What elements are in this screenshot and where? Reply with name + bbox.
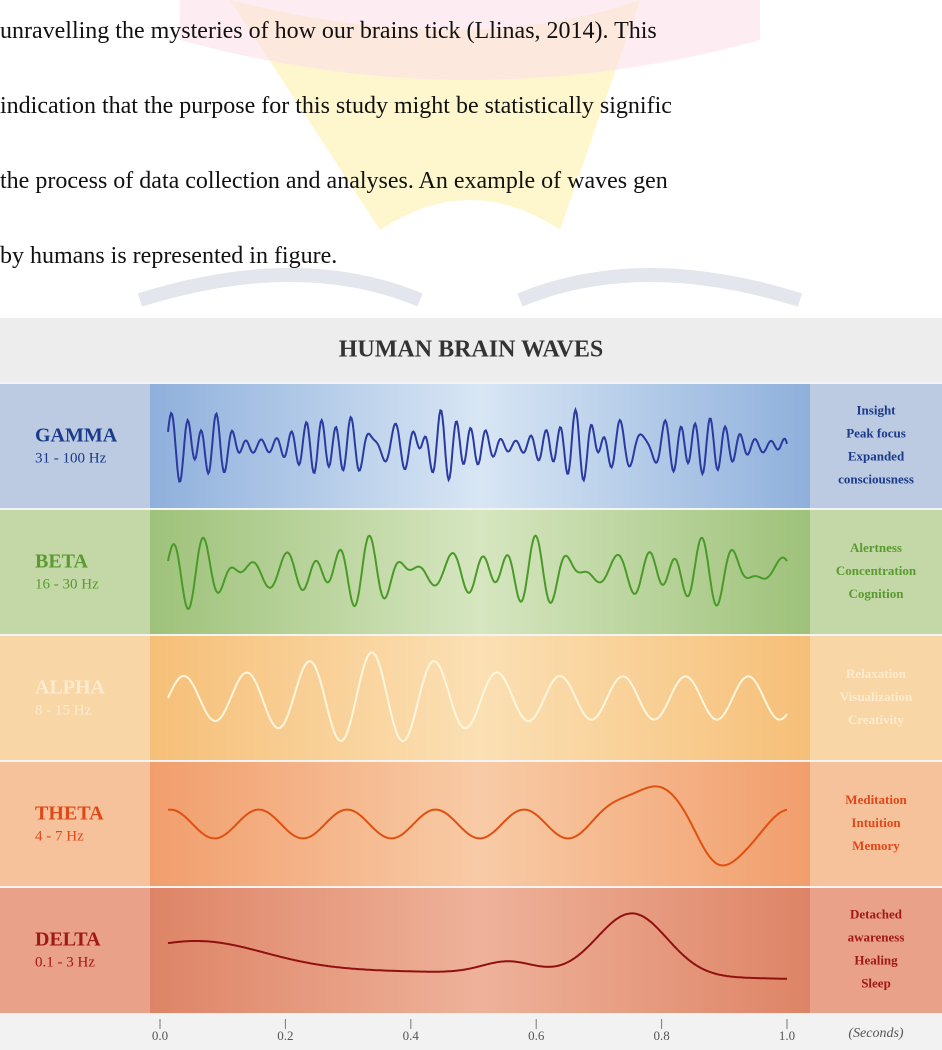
text-line: the process of data collection and analy…	[0, 168, 668, 194]
band-label-bg	[0, 887, 150, 1013]
band-effect-bg	[810, 509, 942, 635]
band-name: BETA	[35, 551, 89, 573]
wave	[167, 534, 788, 611]
band-label-bg	[0, 761, 150, 887]
band-plot-bg	[150, 761, 810, 887]
band-effect-bg	[810, 761, 942, 887]
band-label-bg	[0, 509, 150, 635]
band-effect: Concentration	[836, 563, 917, 578]
band-effect: Peak focus	[846, 425, 906, 440]
axis-bg	[0, 1013, 942, 1050]
band-plot-bg	[150, 509, 810, 635]
figure: HUMAN BRAIN WAVES GAMMA 31 - 100 Hz Insigh…	[0, 318, 942, 1050]
axis-unit: (Seconds)	[848, 1026, 904, 1041]
band-effect: Intuition	[851, 815, 901, 830]
band-effect: Detached	[850, 906, 903, 921]
band-range: 16 - 30 Hz	[35, 576, 99, 592]
band-name: ALPHA	[35, 677, 106, 699]
band-effect: Memory	[852, 838, 900, 853]
text-line: unravelling the mysteries of how our bra…	[0, 18, 657, 44]
band-effect: Creativity	[848, 712, 905, 727]
band-effect: Cognition	[849, 586, 905, 601]
wave	[167, 912, 787, 980]
band-range: 4 - 7 Hz	[35, 828, 84, 844]
band-effect-bg	[810, 383, 942, 509]
wave	[167, 406, 788, 483]
band-effect: Meditation	[845, 792, 907, 807]
band-label-bg	[0, 383, 150, 509]
text-line: by humans is represented in figure.	[0, 243, 338, 269]
axis-tick-label: 0.4	[403, 1028, 420, 1043]
axis-tick-label: 0.8	[653, 1028, 669, 1043]
axis-tick-label: 0.6	[528, 1028, 545, 1043]
band-effect-bg	[810, 887, 942, 1013]
band-plot-bg	[150, 383, 810, 509]
band-range: 8 - 15 Hz	[35, 702, 92, 718]
band-label-bg	[0, 635, 150, 761]
figure-title: HUMAN BRAIN WAVES	[339, 337, 604, 363]
band-name: GAMMA	[35, 425, 118, 447]
band-name: THETA	[35, 803, 104, 825]
band-effect: Relaxation	[846, 666, 907, 681]
axis-tick-label: 0.0	[152, 1028, 168, 1043]
watermark	[137, 0, 803, 307]
band-effect: Insight	[856, 402, 896, 417]
band-effect: Sleep	[861, 975, 891, 990]
text-line: indication that the purpose for this stu…	[0, 93, 672, 119]
band-name: DELTA	[35, 929, 101, 951]
band-plot-bg	[150, 887, 810, 1013]
band-effect: consciousness	[838, 471, 914, 486]
band-effect: Alertness	[850, 540, 902, 555]
band-effect: awareness	[848, 929, 905, 944]
band-effect: Visualization	[840, 689, 913, 704]
wave	[167, 785, 788, 867]
band-effect: Expanded	[848, 448, 905, 463]
band-effect: Healing	[854, 952, 898, 967]
band-range: 31 - 100 Hz	[35, 450, 107, 466]
axis-tick-label: 1.0	[779, 1028, 795, 1043]
axis-tick-label: 0.2	[277, 1028, 293, 1043]
band-plot-bg	[150, 635, 810, 761]
band-effect-bg	[810, 635, 942, 761]
band-range: 0.1 - 3 Hz	[35, 954, 95, 970]
wave	[167, 651, 788, 743]
